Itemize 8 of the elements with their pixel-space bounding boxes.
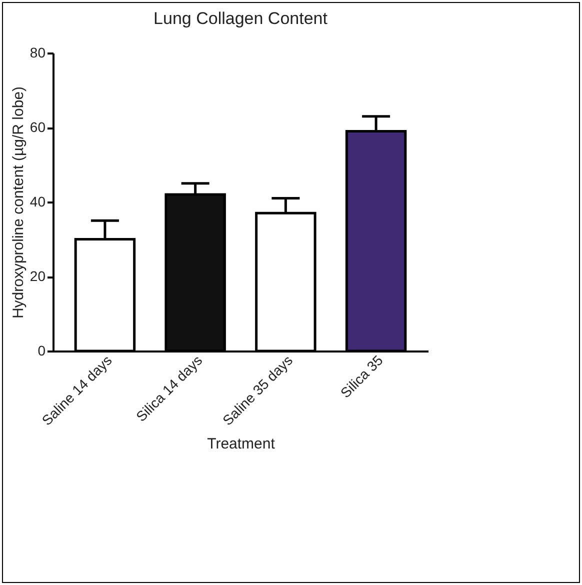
y-axis-title: Hydroxyproline content (µg/R lobe) [10, 86, 27, 319]
y-tick-label: 60 [30, 119, 46, 135]
y-tick-label: 80 [30, 44, 46, 60]
chart-title: Lung Collagen Content [154, 9, 328, 28]
x-axis-title: Treatment [207, 435, 276, 452]
y-tick-label: 0 [38, 342, 46, 358]
y-tick-label: 40 [30, 194, 46, 210]
y-tick-label: 20 [30, 268, 46, 284]
